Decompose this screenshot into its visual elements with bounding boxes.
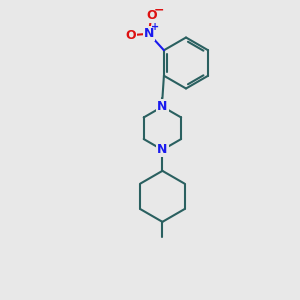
Text: O: O xyxy=(146,9,157,22)
Text: N: N xyxy=(157,100,168,113)
Text: N: N xyxy=(157,143,168,156)
Text: −: − xyxy=(154,4,164,17)
Text: N: N xyxy=(144,27,154,40)
Text: +: + xyxy=(152,22,160,32)
Text: O: O xyxy=(125,29,136,42)
